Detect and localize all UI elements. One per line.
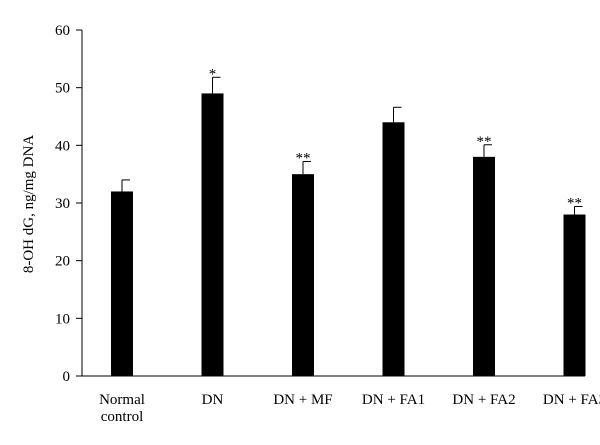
bar [292,174,314,376]
significance-marker: ** [296,150,311,166]
y-tick-label: 0 [63,369,71,385]
bar [201,93,224,376]
x-tick-label: DN + FA3 [543,392,600,408]
significance-marker: ** [477,134,492,150]
y-tick-label: 60 [55,23,70,39]
bar [111,191,133,376]
significance-marker: ** [567,195,582,211]
x-tick-label: Normal [99,392,145,408]
bar [563,214,586,376]
bars: ******* [111,66,586,377]
x-tick-label: control [101,409,144,425]
y-tick-label: 40 [55,138,70,154]
y-axis-label: 8-OH dG, ng/mg DNA [21,135,37,273]
y-tick-label: 30 [55,196,70,212]
bar [382,122,405,377]
y-tick-label: 50 [55,81,70,97]
x-tick-label: DN [202,392,224,408]
y-tick-label: 20 [55,254,70,270]
x-tick-label: DN + MF [273,392,332,408]
y-axis: 0 10 20 30 40 50 60 [55,23,83,385]
bar [473,156,495,376]
y-tick-label: 10 [55,311,70,327]
x-tick-label: DN + FA1 [362,392,425,408]
significance-marker: * [209,66,217,82]
x-tick-label: DN + FA2 [452,392,515,408]
